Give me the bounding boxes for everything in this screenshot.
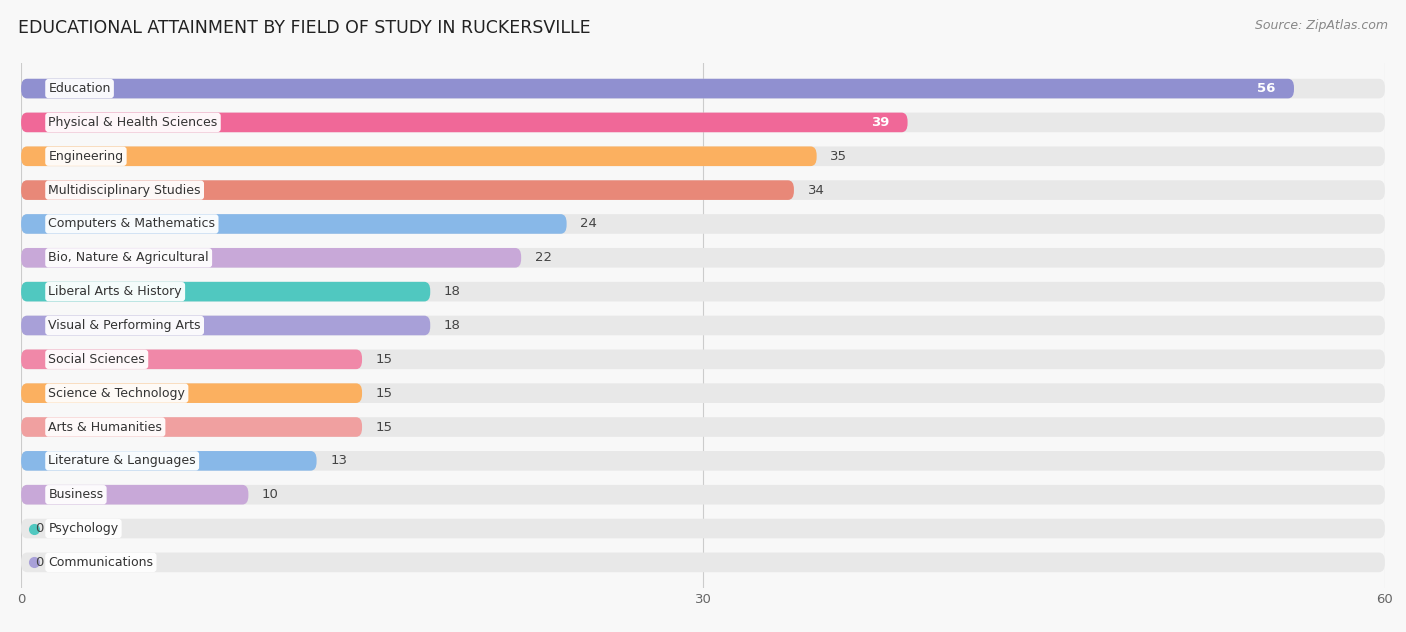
FancyBboxPatch shape <box>21 214 567 234</box>
Text: Engineering: Engineering <box>48 150 124 163</box>
Text: Business: Business <box>48 488 104 501</box>
Text: Computers & Mathematics: Computers & Mathematics <box>48 217 215 231</box>
Text: Literature & Languages: Literature & Languages <box>48 454 195 467</box>
FancyBboxPatch shape <box>21 451 1385 471</box>
FancyBboxPatch shape <box>21 79 1385 99</box>
Text: 39: 39 <box>870 116 890 129</box>
FancyBboxPatch shape <box>21 112 1385 132</box>
Text: Social Sciences: Social Sciences <box>48 353 145 366</box>
FancyBboxPatch shape <box>21 417 363 437</box>
Text: Source: ZipAtlas.com: Source: ZipAtlas.com <box>1254 19 1388 32</box>
Text: 24: 24 <box>581 217 598 231</box>
FancyBboxPatch shape <box>21 147 817 166</box>
Text: 0: 0 <box>35 522 44 535</box>
Text: 35: 35 <box>831 150 848 163</box>
FancyBboxPatch shape <box>21 384 1385 403</box>
Text: 22: 22 <box>534 252 551 264</box>
FancyBboxPatch shape <box>21 248 522 267</box>
FancyBboxPatch shape <box>21 180 794 200</box>
FancyBboxPatch shape <box>21 451 316 471</box>
FancyBboxPatch shape <box>21 485 1385 504</box>
FancyBboxPatch shape <box>21 349 1385 369</box>
FancyBboxPatch shape <box>21 147 1385 166</box>
Text: Communications: Communications <box>48 556 153 569</box>
FancyBboxPatch shape <box>21 315 1385 336</box>
Text: Liberal Arts & History: Liberal Arts & History <box>48 285 181 298</box>
Text: Education: Education <box>48 82 111 95</box>
Text: 13: 13 <box>330 454 347 467</box>
Text: 15: 15 <box>375 420 392 434</box>
Text: Bio, Nature & Agricultural: Bio, Nature & Agricultural <box>48 252 209 264</box>
Text: EDUCATIONAL ATTAINMENT BY FIELD OF STUDY IN RUCKERSVILLE: EDUCATIONAL ATTAINMENT BY FIELD OF STUDY… <box>18 19 591 37</box>
Text: 18: 18 <box>444 319 461 332</box>
FancyBboxPatch shape <box>21 485 249 504</box>
FancyBboxPatch shape <box>21 519 1385 538</box>
FancyBboxPatch shape <box>21 112 908 132</box>
Text: 10: 10 <box>262 488 278 501</box>
FancyBboxPatch shape <box>21 248 1385 267</box>
FancyBboxPatch shape <box>21 349 363 369</box>
Text: 0: 0 <box>35 556 44 569</box>
FancyBboxPatch shape <box>21 315 430 336</box>
Text: Arts & Humanities: Arts & Humanities <box>48 420 162 434</box>
Text: 15: 15 <box>375 353 392 366</box>
Text: Psychology: Psychology <box>48 522 118 535</box>
FancyBboxPatch shape <box>21 214 1385 234</box>
Text: 18: 18 <box>444 285 461 298</box>
Text: 15: 15 <box>375 387 392 399</box>
FancyBboxPatch shape <box>21 180 1385 200</box>
FancyBboxPatch shape <box>21 384 363 403</box>
FancyBboxPatch shape <box>21 552 1385 572</box>
Text: Physical & Health Sciences: Physical & Health Sciences <box>48 116 218 129</box>
Text: 56: 56 <box>1257 82 1275 95</box>
Text: Science & Technology: Science & Technology <box>48 387 186 399</box>
FancyBboxPatch shape <box>21 417 1385 437</box>
Text: 34: 34 <box>807 184 824 197</box>
FancyBboxPatch shape <box>21 79 1294 99</box>
FancyBboxPatch shape <box>21 282 430 301</box>
Text: Multidisciplinary Studies: Multidisciplinary Studies <box>48 184 201 197</box>
FancyBboxPatch shape <box>21 282 1385 301</box>
Text: Visual & Performing Arts: Visual & Performing Arts <box>48 319 201 332</box>
